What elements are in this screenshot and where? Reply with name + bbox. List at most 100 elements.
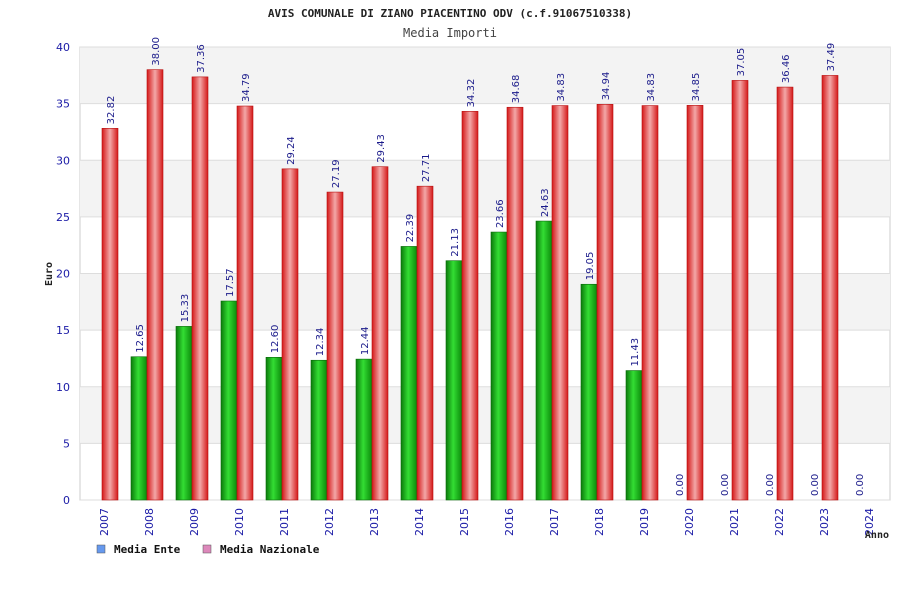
x-axis-label: Anno: [865, 530, 889, 541]
bar-media-ente-2016: [490, 231, 508, 501]
bar-media-nazionale-2022: [776, 86, 794, 501]
bar-media-nazionale-2013: [371, 166, 389, 501]
y-axis-ticks: 0 5 10 15 20 25 30 35 40: [56, 41, 70, 507]
bar-media-nazionale-2021: [731, 80, 749, 501]
x-axis-ticks: 2007 2008 2009 2010 2011 2012 2013 2014 2015 2016…: [98, 508, 876, 536]
x-tick-label: 2023: [818, 508, 831, 536]
x-tick-label: 2007: [98, 508, 111, 536]
x-tick-label: 2014: [413, 508, 426, 536]
data-label: 36.46: [781, 54, 792, 83]
x-tick-label: 2008: [143, 508, 156, 536]
bar-media-nazionale-2019: [641, 105, 659, 501]
bar-media-ente-2012: [310, 359, 328, 501]
data-label: 23.66: [495, 199, 506, 228]
data-label: 37.36: [196, 44, 207, 73]
bar-media-nazionale-2023: [821, 75, 839, 501]
x-tick-label: 2010: [233, 508, 246, 536]
legend-label-media-ente: Media Ente: [114, 543, 181, 556]
data-label: 0.00: [810, 474, 821, 496]
data-label: 34.32: [466, 79, 477, 108]
bar-media-nazionale-2018: [596, 104, 614, 501]
bar-media-ente-2010: [220, 300, 238, 501]
y-tick-label: 5: [63, 437, 70, 450]
y-axis-label: Euro: [44, 262, 55, 286]
bar-media-ente-2013: [355, 358, 373, 501]
x-tick-label: 2012: [323, 508, 336, 536]
x-tick-label: 2017: [548, 508, 561, 536]
legend: Media Ente Media Nazionale: [96, 543, 320, 556]
bar-media-nazionale-2009: [191, 76, 209, 501]
bar-media-ente-2018: [580, 283, 598, 501]
data-label: 15.33: [180, 294, 191, 323]
y-tick-label: 35: [56, 98, 70, 111]
data-label: 32.82: [106, 96, 117, 125]
bar-media-nazionale-2020: [686, 105, 704, 501]
data-label: 21.13: [450, 228, 461, 257]
grid-band: [80, 160, 890, 217]
y-tick-label: 15: [56, 324, 70, 337]
data-label: 0.00: [675, 474, 686, 496]
x-tick-label: 2016: [503, 508, 516, 536]
data-label: 12.44: [360, 326, 371, 355]
bar-media-nazionale-2017: [551, 105, 569, 501]
bar-media-nazionale-2015: [461, 111, 479, 501]
data-label: 29.43: [376, 134, 387, 163]
data-label: 12.34: [315, 328, 326, 357]
chart-title: AVIS COMUNALE DI ZIANO PIACENTINO ODV (c…: [268, 7, 632, 20]
y-tick-label: 25: [56, 211, 70, 224]
x-tick-label: 2021: [728, 508, 741, 536]
y-tick-label: 10: [56, 381, 70, 394]
bar-media-ente-2011: [265, 357, 283, 501]
data-label: 19.05: [585, 252, 596, 281]
y-tick-label: 30: [56, 154, 70, 167]
grid-lines: [80, 46, 890, 501]
x-tick-label: 2011: [278, 508, 291, 536]
data-label: 24.63: [540, 188, 551, 217]
bar-media-nazionale-2012: [326, 191, 344, 501]
x-tick-label: 2022: [773, 508, 786, 536]
x-tick-label: 2018: [593, 508, 606, 536]
x-tick-label: 2020: [683, 508, 696, 536]
x-tick-label: 2013: [368, 508, 381, 536]
data-label: 11.43: [630, 338, 641, 367]
data-label: 12.65: [135, 324, 146, 353]
bar-media-ente-2014: [400, 246, 418, 501]
data-label: 34.68: [511, 75, 522, 104]
chart-subtitle: Media Importi: [403, 26, 497, 40]
bar-media-nazionale-2011: [281, 168, 299, 501]
bar-media-ente-2019: [625, 370, 643, 501]
grid-band: [80, 273, 890, 331]
x-tick-label: 2024: [863, 508, 876, 536]
data-label: 0.00: [720, 474, 731, 496]
data-label: 0.00: [765, 474, 776, 496]
y-tick-label: 0: [63, 494, 70, 507]
bar-media-nazionale-2008: [146, 69, 164, 501]
data-label: 22.39: [405, 214, 416, 243]
x-tick-label: 2009: [188, 508, 201, 536]
data-label: 27.19: [331, 159, 342, 188]
data-label: 29.24: [286, 136, 297, 165]
bar-media-nazionale-2007: [101, 128, 119, 501]
bar-media-ente-2009: [175, 326, 193, 501]
bar-media-nazionale-2016: [506, 106, 524, 501]
legend-swatch-media-ente: [96, 544, 106, 554]
legend-swatch-media-nazionale: [202, 544, 212, 554]
y-tick-label: 40: [56, 41, 70, 54]
data-label: 17.57: [225, 268, 236, 297]
bar-media-ente-2017: [535, 220, 553, 501]
bar-media-nazionale-2014: [416, 185, 434, 501]
bar-media-ente-2015: [445, 260, 463, 501]
data-label: 12.60: [270, 325, 281, 354]
x-tick-label: 2019: [638, 508, 651, 536]
legend-label-media-nazionale: Media Nazionale: [220, 543, 320, 556]
data-label: 34.85: [691, 73, 702, 102]
x-tick-label: 2015: [458, 508, 471, 536]
data-label: 34.83: [646, 73, 657, 102]
y-tick-label: 20: [56, 268, 70, 281]
data-label: 34.83: [556, 73, 567, 102]
data-label: 0.00: [855, 474, 866, 496]
bars: [101, 69, 839, 501]
grid-band: [80, 47, 890, 104]
data-label: 34.94: [601, 72, 612, 101]
